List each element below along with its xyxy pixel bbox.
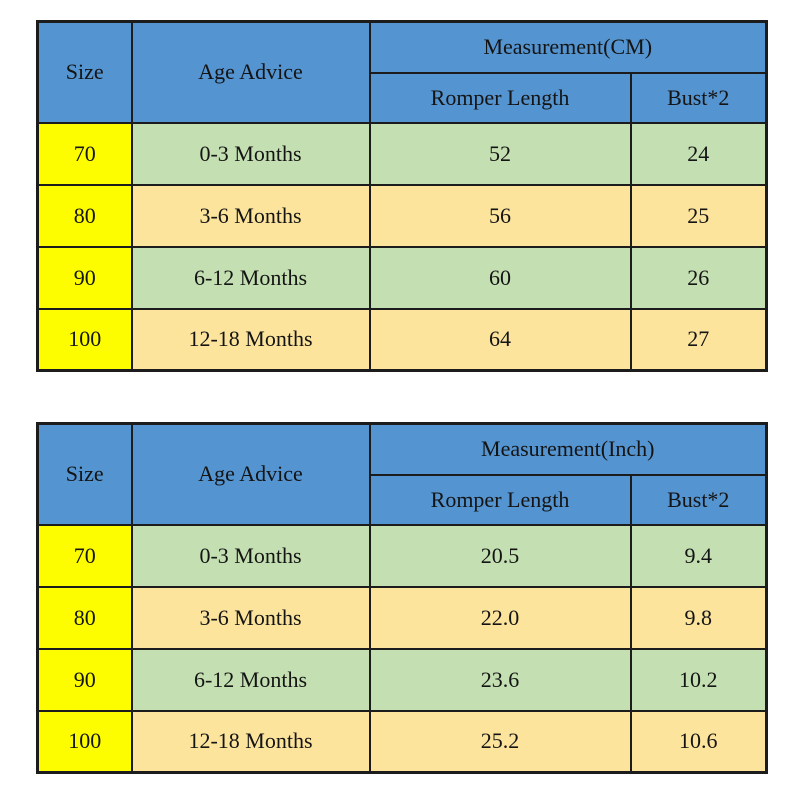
romper-length-value: 60 xyxy=(368,245,632,310)
size-value: 70 xyxy=(36,121,133,186)
table-row: 80 3-6 Months 56 25 xyxy=(36,183,768,248)
column-header-size: Size xyxy=(36,422,133,526)
table-row: 90 6-12 Months 23.6 10.2 xyxy=(36,647,768,712)
bust-value: 26 xyxy=(629,245,768,310)
column-header-romper-length: Romper Length xyxy=(368,71,632,124)
age-advice-value: 0-3 Months xyxy=(130,523,371,588)
romper-length-value: 64 xyxy=(368,307,632,372)
age-advice-value: 12-18 Months xyxy=(130,307,371,372)
measurement-group-header-inch: Measurement(Inch) xyxy=(368,422,768,476)
bust-value: 27 xyxy=(629,307,768,372)
table-row: 70 0-3 Months 20.5 9.4 xyxy=(36,523,768,588)
measurement-group-header-cm: Measurement(CM) xyxy=(368,20,768,74)
age-advice-value: 3-6 Months xyxy=(130,585,371,650)
romper-length-value: 52 xyxy=(368,121,632,186)
bust-value: 9.8 xyxy=(629,585,768,650)
column-header-romper-length: Romper Length xyxy=(368,473,632,526)
column-header-bust: Bust*2 xyxy=(629,473,768,526)
size-value: 80 xyxy=(36,183,133,248)
romper-length-value: 23.6 xyxy=(368,647,632,712)
size-chart-table-inch: Size Age Advice Measurement(Inch) Romper… xyxy=(36,422,769,774)
size-value: 70 xyxy=(36,523,133,588)
bust-value: 10.2 xyxy=(629,647,768,712)
bust-value: 25 xyxy=(629,183,768,248)
size-value: 80 xyxy=(36,585,133,650)
age-advice-value: 0-3 Months xyxy=(130,121,371,186)
bust-value: 9.4 xyxy=(629,523,768,588)
romper-length-value: 56 xyxy=(368,183,632,248)
age-advice-value: 12-18 Months xyxy=(130,709,371,774)
size-value: 100 xyxy=(36,307,133,372)
size-chart-table-cm: Size Age Advice Measurement(CM) Romper L… xyxy=(36,20,768,372)
bust-value: 24 xyxy=(629,121,768,186)
table-row: 80 3-6 Months 22.0 9.8 xyxy=(36,585,768,650)
age-advice-value: 6-12 Months xyxy=(130,647,371,712)
age-advice-value: 3-6 Months xyxy=(130,183,371,248)
bust-value: 10.6 xyxy=(629,709,768,774)
age-advice-value: 6-12 Months xyxy=(130,245,371,310)
table-row: 100 12-18 Months 64 27 xyxy=(36,307,768,372)
table-row: 100 12-18 Months 25.2 10.6 xyxy=(36,709,768,774)
romper-length-value: 22.0 xyxy=(368,585,632,650)
romper-length-value: 25.2 xyxy=(368,709,632,774)
column-header-age-advice: Age Advice xyxy=(130,20,371,124)
size-value: 90 xyxy=(36,647,133,712)
table-row: 90 6-12 Months 60 26 xyxy=(36,245,768,310)
column-header-bust: Bust*2 xyxy=(629,71,768,124)
table-row: 70 0-3 Months 52 24 xyxy=(36,121,768,186)
column-header-size: Size xyxy=(36,20,133,124)
size-value: 100 xyxy=(36,709,133,774)
size-value: 90 xyxy=(36,245,133,310)
romper-length-value: 20.5 xyxy=(368,523,632,588)
column-header-age-advice: Age Advice xyxy=(130,422,371,526)
